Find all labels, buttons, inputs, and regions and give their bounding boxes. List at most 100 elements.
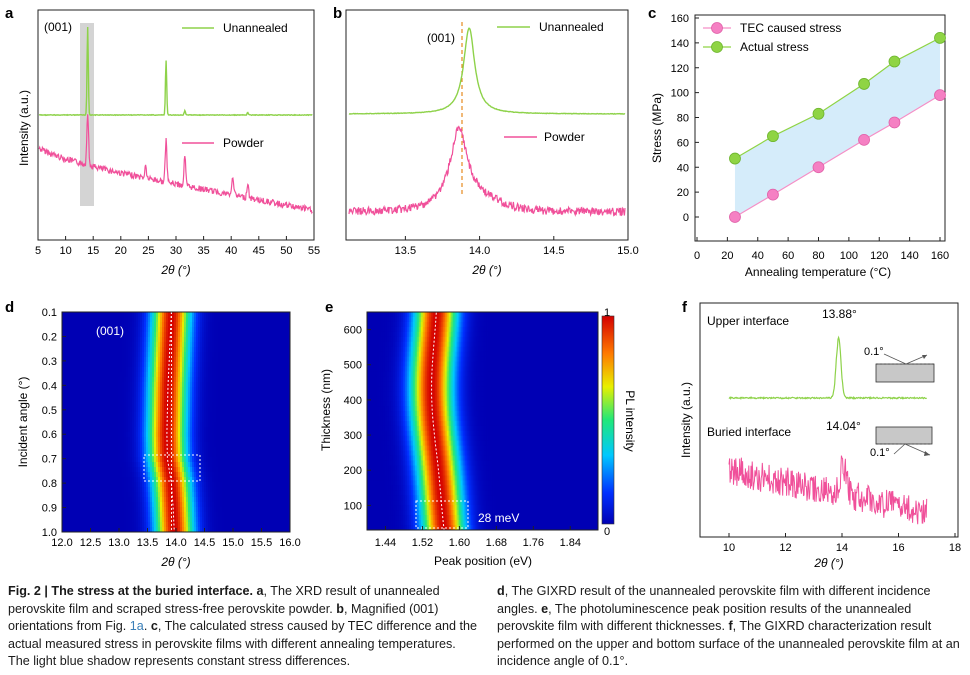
heatmap-cell [108, 477, 111, 483]
heatmap-cell [84, 497, 87, 503]
heatmap-cell [118, 347, 121, 353]
heatmap-cell [96, 352, 99, 358]
heatmap-cell [248, 417, 251, 423]
heatmap-cell [180, 342, 183, 348]
heatmap-cell [126, 442, 129, 448]
heatmap-cell [280, 492, 283, 498]
heatmap-cell [114, 472, 117, 478]
heatmap-cell [136, 492, 139, 498]
x-tick-label: 100 [840, 250, 858, 262]
heatmap-cell [208, 357, 211, 363]
heatmap-cell [168, 337, 171, 343]
heatmap-cell [188, 322, 191, 328]
heatmap-cell [124, 462, 127, 468]
heatmap-cell [266, 507, 269, 513]
heatmap-cell [230, 467, 233, 473]
heatmap-cell [84, 412, 87, 418]
heatmap-cell [246, 497, 249, 503]
heatmap-cell [186, 437, 189, 443]
heatmap-cell [76, 467, 79, 473]
heatmap-cell [230, 457, 233, 463]
heatmap-cell [156, 392, 159, 398]
heatmap-cell [108, 472, 111, 478]
heatmap-cell [214, 477, 217, 483]
heatmap-cell [104, 427, 107, 433]
heatmap-cell [246, 507, 249, 513]
heatmap-cell [124, 357, 127, 363]
heatmap-cell [206, 477, 209, 483]
heatmap-cell [232, 462, 235, 468]
heatmap-cell [88, 352, 91, 358]
heatmap-cell [168, 382, 171, 388]
heatmap-cell [250, 377, 253, 383]
heatmap-cell [200, 457, 203, 463]
heatmap-cell [274, 357, 277, 363]
heatmap-cell [172, 357, 175, 363]
heatmap-cell [62, 362, 65, 368]
heatmap-cell [86, 447, 89, 453]
heatmap-cell [214, 487, 217, 493]
heatmap-cell [222, 467, 225, 473]
heatmap-cell [184, 352, 187, 358]
heatmap-cell [144, 497, 147, 503]
heatmap-cell [160, 472, 163, 478]
heatmap-cell [126, 472, 129, 478]
heatmap-cell [72, 512, 75, 518]
heatmap-cell [158, 472, 161, 478]
heatmap-cell [168, 357, 171, 363]
heatmap-cell [204, 467, 207, 473]
heatmap-cell [172, 347, 175, 353]
heatmap-cell [226, 332, 229, 338]
heatmap-cell [162, 517, 165, 523]
actual-stress-point [934, 32, 946, 44]
heatmap-cell [158, 407, 161, 413]
heatmap-cell [62, 342, 65, 348]
heatmap-cell [176, 512, 179, 518]
heatmap-cell [152, 522, 155, 528]
heatmap-cell [116, 322, 119, 328]
heatmap-cell [176, 317, 179, 323]
heatmap-cell [280, 312, 283, 318]
heatmap-cell [118, 362, 121, 368]
heatmap-cell [70, 447, 73, 453]
heatmap-cell [216, 367, 219, 373]
heatmap-cell [194, 372, 197, 378]
heatmap-cell [218, 402, 221, 408]
heatmap-cell [182, 472, 185, 478]
heatmap-cell [130, 372, 133, 378]
heatmap-cell [166, 482, 169, 488]
heatmap-cell [264, 442, 267, 448]
heatmap-cell [74, 497, 77, 503]
heatmap-cell [240, 402, 243, 408]
heatmap-cell [140, 487, 143, 493]
heatmap-cell [264, 497, 267, 503]
heatmap-cell [214, 387, 217, 393]
heatmap-cell [276, 347, 279, 353]
heatmap-cell [74, 522, 77, 528]
heatmap-cell [186, 422, 189, 428]
heatmap-cell [116, 457, 119, 463]
heatmap-cell [248, 312, 251, 318]
heatmap-cell [110, 462, 113, 468]
heatmap-cell [118, 422, 121, 428]
heatmap-cell [118, 382, 121, 388]
heatmap-cell [248, 512, 251, 518]
heatmap-cell [142, 482, 145, 488]
heatmap-cell [286, 352, 289, 358]
heatmap-cell [92, 512, 95, 518]
heatmap-cell [240, 337, 243, 343]
heatmap-cell [270, 467, 273, 473]
heatmap-cell [112, 412, 115, 418]
heatmap-cell [138, 462, 141, 468]
heatmap-cell [162, 387, 165, 393]
heatmap-cell [262, 332, 265, 338]
heatmap-cell [106, 327, 109, 333]
heatmap-cell [130, 467, 133, 473]
heatmap-cell [252, 347, 255, 353]
heatmap-cell [140, 377, 143, 383]
heatmap-cell [250, 472, 253, 478]
heatmap-cell [142, 312, 145, 318]
heatmap-cell [224, 522, 227, 528]
heatmap-cell [228, 357, 231, 363]
heatmap-cell [230, 502, 233, 508]
